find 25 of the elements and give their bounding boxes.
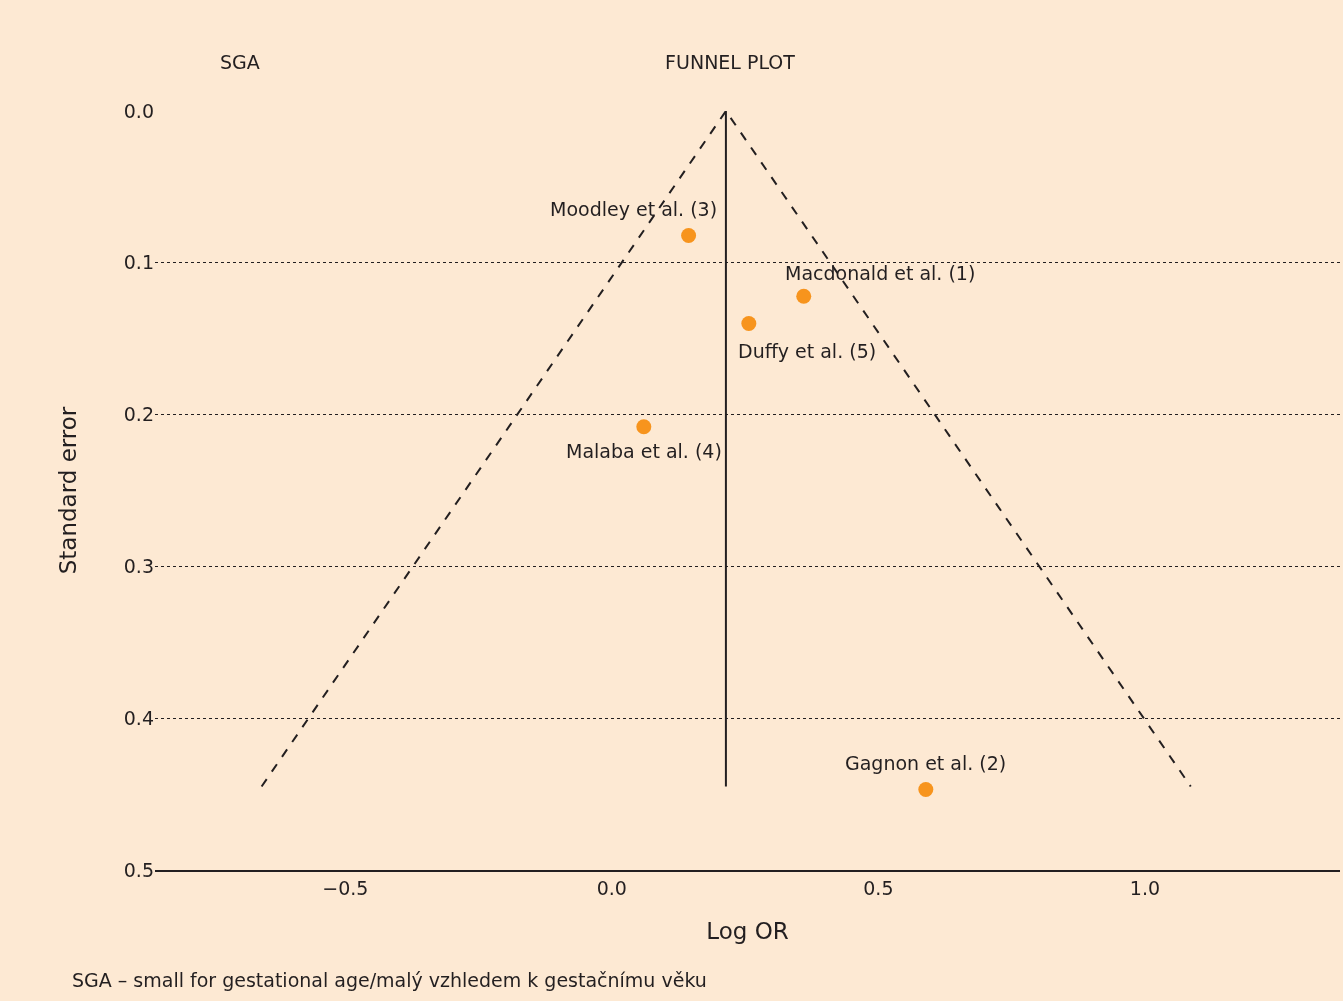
y-axis-title: Standard error [55,406,82,575]
annotation: Gagnon et al. (2) [845,752,1007,774]
y-tick-label: 0.2 [123,403,154,426]
annotation: Duffy et al. (5) [738,340,877,362]
annotation: Malaba et al. (4) [566,440,722,462]
y-tick-label: 0.1 [123,251,154,274]
annotation: Macdonald et al. (1) [785,262,976,284]
text: SGA [220,51,260,73]
point [741,316,757,332]
text: SGA – small for gestational age/malý vzhledem k gestačnímu věku [72,969,707,991]
y-tick-label: 0.3 [123,555,154,578]
point [918,782,934,798]
x-tick-label: 0.0 [596,876,627,899]
y-tick-label: 0.0 [123,99,154,122]
y-tick-label: 0.5 [123,858,154,881]
point [636,419,652,435]
chart-title: FUNNEL PLOT [665,50,796,73]
y-tick-label: 0.4 [123,706,154,729]
x-tick-label: 0.5 [863,876,894,899]
x-tick-label: 1.0 [1129,876,1161,899]
point [796,288,812,304]
annotation: Moodley et al. (3) [550,198,718,220]
point [681,227,697,243]
x-tick-label: −0.5 [322,876,369,899]
x-axis-title: Log OR [706,917,789,944]
